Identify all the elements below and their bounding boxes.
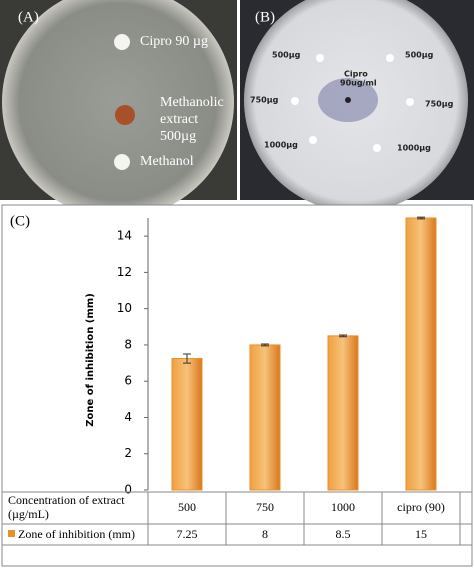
table-value: 7.25 xyxy=(177,527,198,541)
y-tick-label: 6 xyxy=(124,374,132,388)
photo-label: 1000µg xyxy=(264,141,298,150)
table-header: Concentration of extract xyxy=(8,493,125,507)
panel-label: (C) xyxy=(10,213,30,229)
bar xyxy=(327,335,359,491)
error-bar xyxy=(183,353,191,364)
y-tick-label: 10 xyxy=(117,301,132,315)
y-axis-title: Zone of inhibition (mm) xyxy=(85,293,96,427)
disc xyxy=(114,34,130,50)
panel-label: (B) xyxy=(255,9,275,25)
x-tick-label: 1000 xyxy=(331,500,355,514)
legend-label: Zone of inhibition (mm) xyxy=(18,527,135,541)
legend-swatch xyxy=(8,530,15,537)
photo-label: 1000µg xyxy=(397,144,431,153)
chart-frame xyxy=(1,204,473,567)
photo-label: Cipro 90 µg xyxy=(140,34,208,49)
panel-label: (A) xyxy=(18,9,39,25)
photo-label: 500µg xyxy=(160,129,196,144)
x-tick-label: 750 xyxy=(256,500,274,514)
disc xyxy=(115,105,135,125)
error-bar xyxy=(417,216,425,220)
table-value: 8.5 xyxy=(336,527,351,541)
photo-label: 500µg xyxy=(272,51,301,60)
y-tick-label: 12 xyxy=(117,265,132,279)
error-bar xyxy=(261,343,269,347)
photo-label: Methanolic xyxy=(160,95,224,110)
table-value: 15 xyxy=(415,527,427,541)
error-bar xyxy=(339,334,347,338)
bar xyxy=(405,217,437,491)
wells xyxy=(291,54,414,152)
y-tick-label: 4 xyxy=(124,410,132,424)
photo-label: 500µg xyxy=(405,51,434,60)
photo-label: 750µg xyxy=(250,96,279,105)
table-header: (µg/mL) xyxy=(8,507,49,521)
photo-label: 750µg xyxy=(425,100,454,109)
y-tick-label: 14 xyxy=(117,229,132,243)
photo-label: Methanol xyxy=(140,154,194,169)
x-tick-label: 500 xyxy=(178,500,196,514)
photo-label: 90ug/ml xyxy=(340,79,377,88)
photo-label: extract xyxy=(160,112,198,127)
bar xyxy=(171,358,203,491)
well xyxy=(345,97,351,103)
bar xyxy=(249,344,281,491)
y-tick-label: 8 xyxy=(124,337,132,351)
x-tick-label: cipro (90) xyxy=(397,500,445,514)
y-tick-label: 2 xyxy=(124,446,132,460)
photo-label: Cipro xyxy=(344,70,368,79)
disc xyxy=(114,154,130,170)
table-value: 8 xyxy=(262,527,268,541)
y-tick-label: 0 xyxy=(124,483,132,497)
